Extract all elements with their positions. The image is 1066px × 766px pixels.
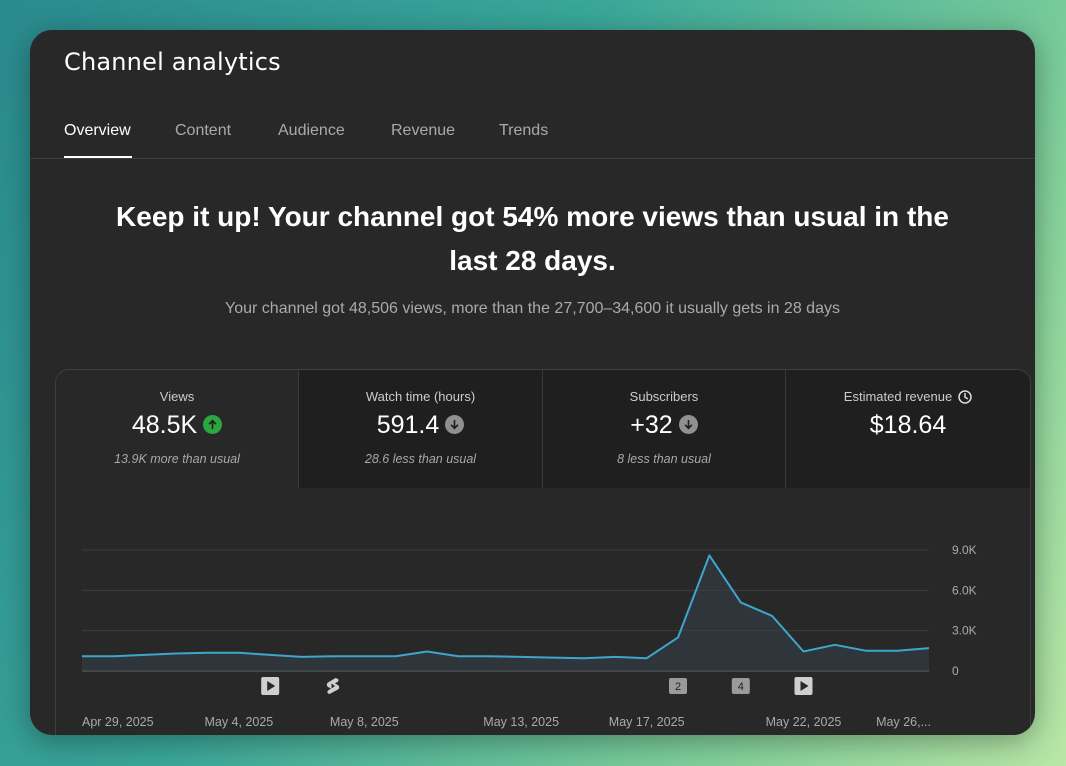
metric-value: +32 — [630, 410, 673, 439]
tab-content[interactable]: Content — [175, 122, 232, 139]
x-tick-label: May 13, 2025 — [483, 715, 559, 729]
metric-estimated-revenue[interactable]: Estimated revenue $18.64 — [786, 370, 1030, 488]
count-badge-label: 4 — [738, 681, 744, 693]
metric-label: Views — [159, 389, 195, 404]
x-tick-label: May 8, 2025 — [330, 715, 399, 729]
headline-line-1: Keep it up! Your channel got 54% more vi… — [116, 201, 949, 232]
page-title: Channel analytics — [64, 48, 281, 76]
metric-value-row: 48.5K — [56, 410, 298, 440]
analytics-panel: Channel analytics Overview Content Audie… — [30, 30, 1035, 735]
metric-views[interactable]: Views 48.5K 13.9K more than usual — [56, 370, 299, 488]
metric-label-row: Estimated revenue — [786, 389, 1030, 405]
arrow-down-icon — [678, 414, 698, 434]
metric-note: 28.6 less than usual — [364, 452, 477, 466]
y-tick-label: 6.0K — [952, 583, 977, 597]
play-glyph — [267, 681, 276, 691]
count-badge — [669, 678, 687, 694]
metric-note: 13.9K more than usual — [114, 452, 240, 466]
count-marker[interactable]: 2 — [669, 678, 687, 694]
headline-line-2: last 28 days. — [449, 245, 616, 276]
metric-label: Estimated revenue — [843, 389, 953, 404]
tab-trends[interactable]: Trends — [499, 122, 549, 139]
tab-overview[interactable]: Overview — [64, 122, 132, 158]
tab-audience[interactable]: Audience — [278, 122, 345, 139]
views-area — [82, 555, 929, 671]
video-marker[interactable] — [794, 677, 813, 695]
arrow-down-icon — [445, 414, 465, 434]
y-tick-label: 3.0K — [952, 624, 977, 638]
y-tick-label: 9.0K — [952, 543, 977, 557]
metric-value: 591.4 — [376, 410, 440, 439]
x-tick-label: May 22, 2025 — [766, 715, 842, 729]
count-marker[interactable]: 4 — [731, 678, 750, 694]
count-badge — [731, 678, 750, 694]
metric-value-row: 591.4 — [299, 410, 542, 440]
metric-value-row: +32 — [543, 410, 785, 440]
video-marker[interactable] — [261, 677, 280, 695]
metric-subscribers[interactable]: Subscribers +32 8 less than usual — [543, 370, 786, 488]
shorts-glyph — [331, 683, 335, 689]
metric-value: 48.5K — [131, 410, 198, 439]
tab-bar: Overview Content Audience Revenue Trends — [30, 112, 1035, 159]
tab-revenue[interactable]: Revenue — [391, 122, 456, 139]
play-glyph — [800, 681, 809, 691]
metric-label: Watch time (hours) — [365, 389, 476, 404]
clock-icon[interactable] — [958, 389, 972, 404]
x-tick-label: Apr 29, 2025 — [82, 715, 154, 729]
headline: Keep it up! Your channel got 54% more vi… — [30, 195, 1035, 283]
short-marker[interactable] — [326, 678, 340, 694]
count-badge-label: 2 — [675, 681, 681, 693]
x-tick-label: May 26,... — [876, 715, 931, 729]
x-tick-label: May 4, 2025 — [204, 715, 273, 729]
arrow-up-icon — [203, 414, 223, 434]
metric-value: $18.64 — [869, 410, 947, 439]
x-tick-label: May 17, 2025 — [609, 715, 685, 729]
metric-note: 8 less than usual — [617, 452, 711, 466]
views-summary: Your channel got 48,506 views, more than… — [225, 300, 840, 317]
metrics-card: Views 48.5K 13.9K more than usual Watch … — [55, 369, 1031, 735]
views-chart: 9.0K 6.0K 3.0K 0 2 4 Apr 29, 2025 May 4, 2025 Ma… — [82, 543, 977, 729]
metric-watch-time[interactable]: Watch time (hours) 591.4 28.6 less than … — [299, 370, 543, 488]
y-tick-label: 0 — [952, 664, 959, 678]
views-line[interactable] — [82, 554, 930, 660]
metric-label: Subscribers — [629, 389, 699, 404]
metric-value-row: $18.64 — [786, 410, 1030, 440]
